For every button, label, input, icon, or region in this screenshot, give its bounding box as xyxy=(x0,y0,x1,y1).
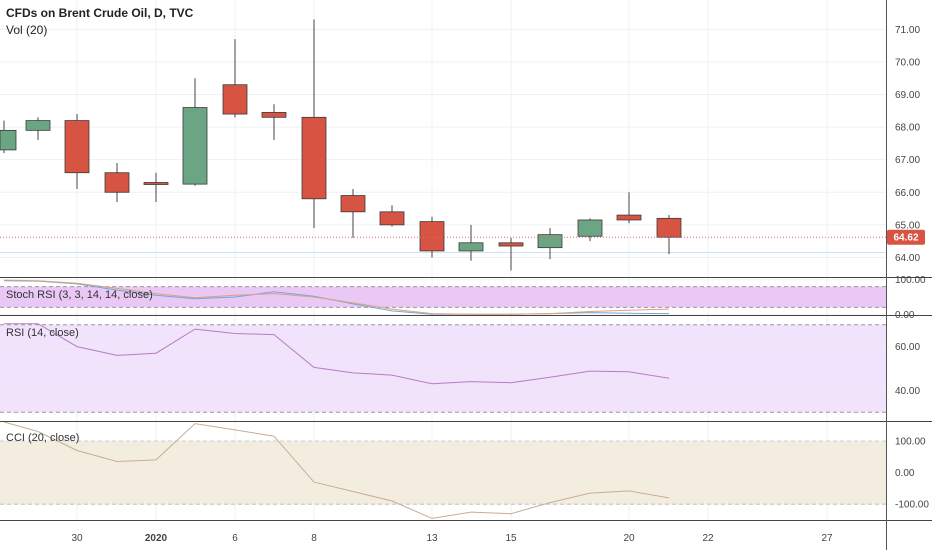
rsi-label: RSI (14, close) xyxy=(6,327,79,339)
date-axis-label: 27 xyxy=(821,533,833,544)
price-tag-value: 64.62 xyxy=(893,233,918,244)
candle xyxy=(577,218,603,242)
candle-body-up xyxy=(0,129,17,151)
candle-body-down xyxy=(340,195,366,213)
candle xyxy=(458,224,484,261)
candle-body-down xyxy=(379,211,405,226)
candle xyxy=(104,162,130,203)
date-axis-label: 6 xyxy=(232,533,238,544)
candle xyxy=(616,192,642,224)
indicator-band xyxy=(0,324,886,413)
candle-body-down xyxy=(656,217,682,238)
candle-body-down xyxy=(419,221,445,252)
current-price-tag: 64.62 xyxy=(887,229,925,245)
candle xyxy=(340,189,366,238)
stoch-rsi-pane[interactable] xyxy=(0,279,886,315)
cci-label: CCI (20, close) xyxy=(6,432,79,444)
candle xyxy=(222,39,248,118)
candle-body-down xyxy=(498,242,524,247)
candle-body-down xyxy=(143,182,169,185)
candle-body-down xyxy=(616,214,642,221)
price-tick-label: 64.00 xyxy=(895,253,920,264)
candle xyxy=(143,172,169,203)
candle xyxy=(0,120,17,154)
indicator-tick-label: 60.00 xyxy=(895,342,920,353)
volume-label: Vol (20) xyxy=(6,23,47,37)
price-tick-label: 66.00 xyxy=(895,188,920,199)
candle xyxy=(537,228,563,260)
candle xyxy=(301,19,327,229)
date-axis-label: 2020 xyxy=(145,533,168,544)
price-pane[interactable] xyxy=(0,0,886,520)
indicator-tick-label: 0.00 xyxy=(895,468,915,479)
date-axis-label: 22 xyxy=(702,533,714,544)
price-tick-label: 68.00 xyxy=(895,123,920,134)
indicator-series-line xyxy=(4,323,670,385)
price-tick-label: 70.00 xyxy=(895,57,920,68)
indicator-tick-label: 100.00 xyxy=(895,436,926,447)
date-axis-label: 30 xyxy=(71,533,83,544)
candle xyxy=(656,215,682,255)
candle xyxy=(64,114,90,190)
chart-title: CFDs on Brent Crude Oil, D, TVC xyxy=(6,6,194,20)
indicator-series-line xyxy=(3,279,670,315)
date-axis-label: 15 xyxy=(505,533,517,544)
candle xyxy=(419,216,445,258)
date-axis-label: 8 xyxy=(311,533,317,544)
candle-body-down xyxy=(64,120,90,174)
indicator-tick-label: 0.00 xyxy=(895,310,915,321)
candle-body-up xyxy=(182,107,208,185)
candle xyxy=(261,104,287,141)
price-tick-label: 69.00 xyxy=(895,90,920,101)
indicator-series-line xyxy=(3,421,670,519)
candle-body-down xyxy=(301,116,327,200)
price-tick-label: 71.00 xyxy=(895,25,920,36)
date-axis-label: 13 xyxy=(426,533,438,544)
price-tick-label: 65.00 xyxy=(895,220,920,231)
candle-body-down xyxy=(222,84,248,115)
candle xyxy=(182,78,208,186)
candle-body-down xyxy=(261,112,287,118)
candle xyxy=(498,237,524,271)
date-axis-label: 20 xyxy=(623,533,635,544)
indicator-band xyxy=(0,286,886,308)
indicator-tick-label: 40.00 xyxy=(895,386,920,397)
candle xyxy=(379,205,405,227)
indicator-tick-label: -100.00 xyxy=(895,500,929,511)
candle-body-up xyxy=(458,242,484,252)
candle-body-up xyxy=(25,120,51,131)
price-tag-bg xyxy=(887,229,925,245)
cci-pane[interactable] xyxy=(0,421,886,519)
candle-body-up xyxy=(577,219,603,237)
candle xyxy=(25,117,51,141)
candle-body-down xyxy=(104,172,130,193)
indicator-tick-label: 100.00 xyxy=(895,275,926,286)
stoch-rsi-label: Stoch RSI (3, 3, 14, 14, close) xyxy=(6,289,153,301)
candle-body-up xyxy=(537,234,563,249)
rsi-pane[interactable] xyxy=(0,323,886,413)
price-tick-label: 67.00 xyxy=(895,155,920,166)
